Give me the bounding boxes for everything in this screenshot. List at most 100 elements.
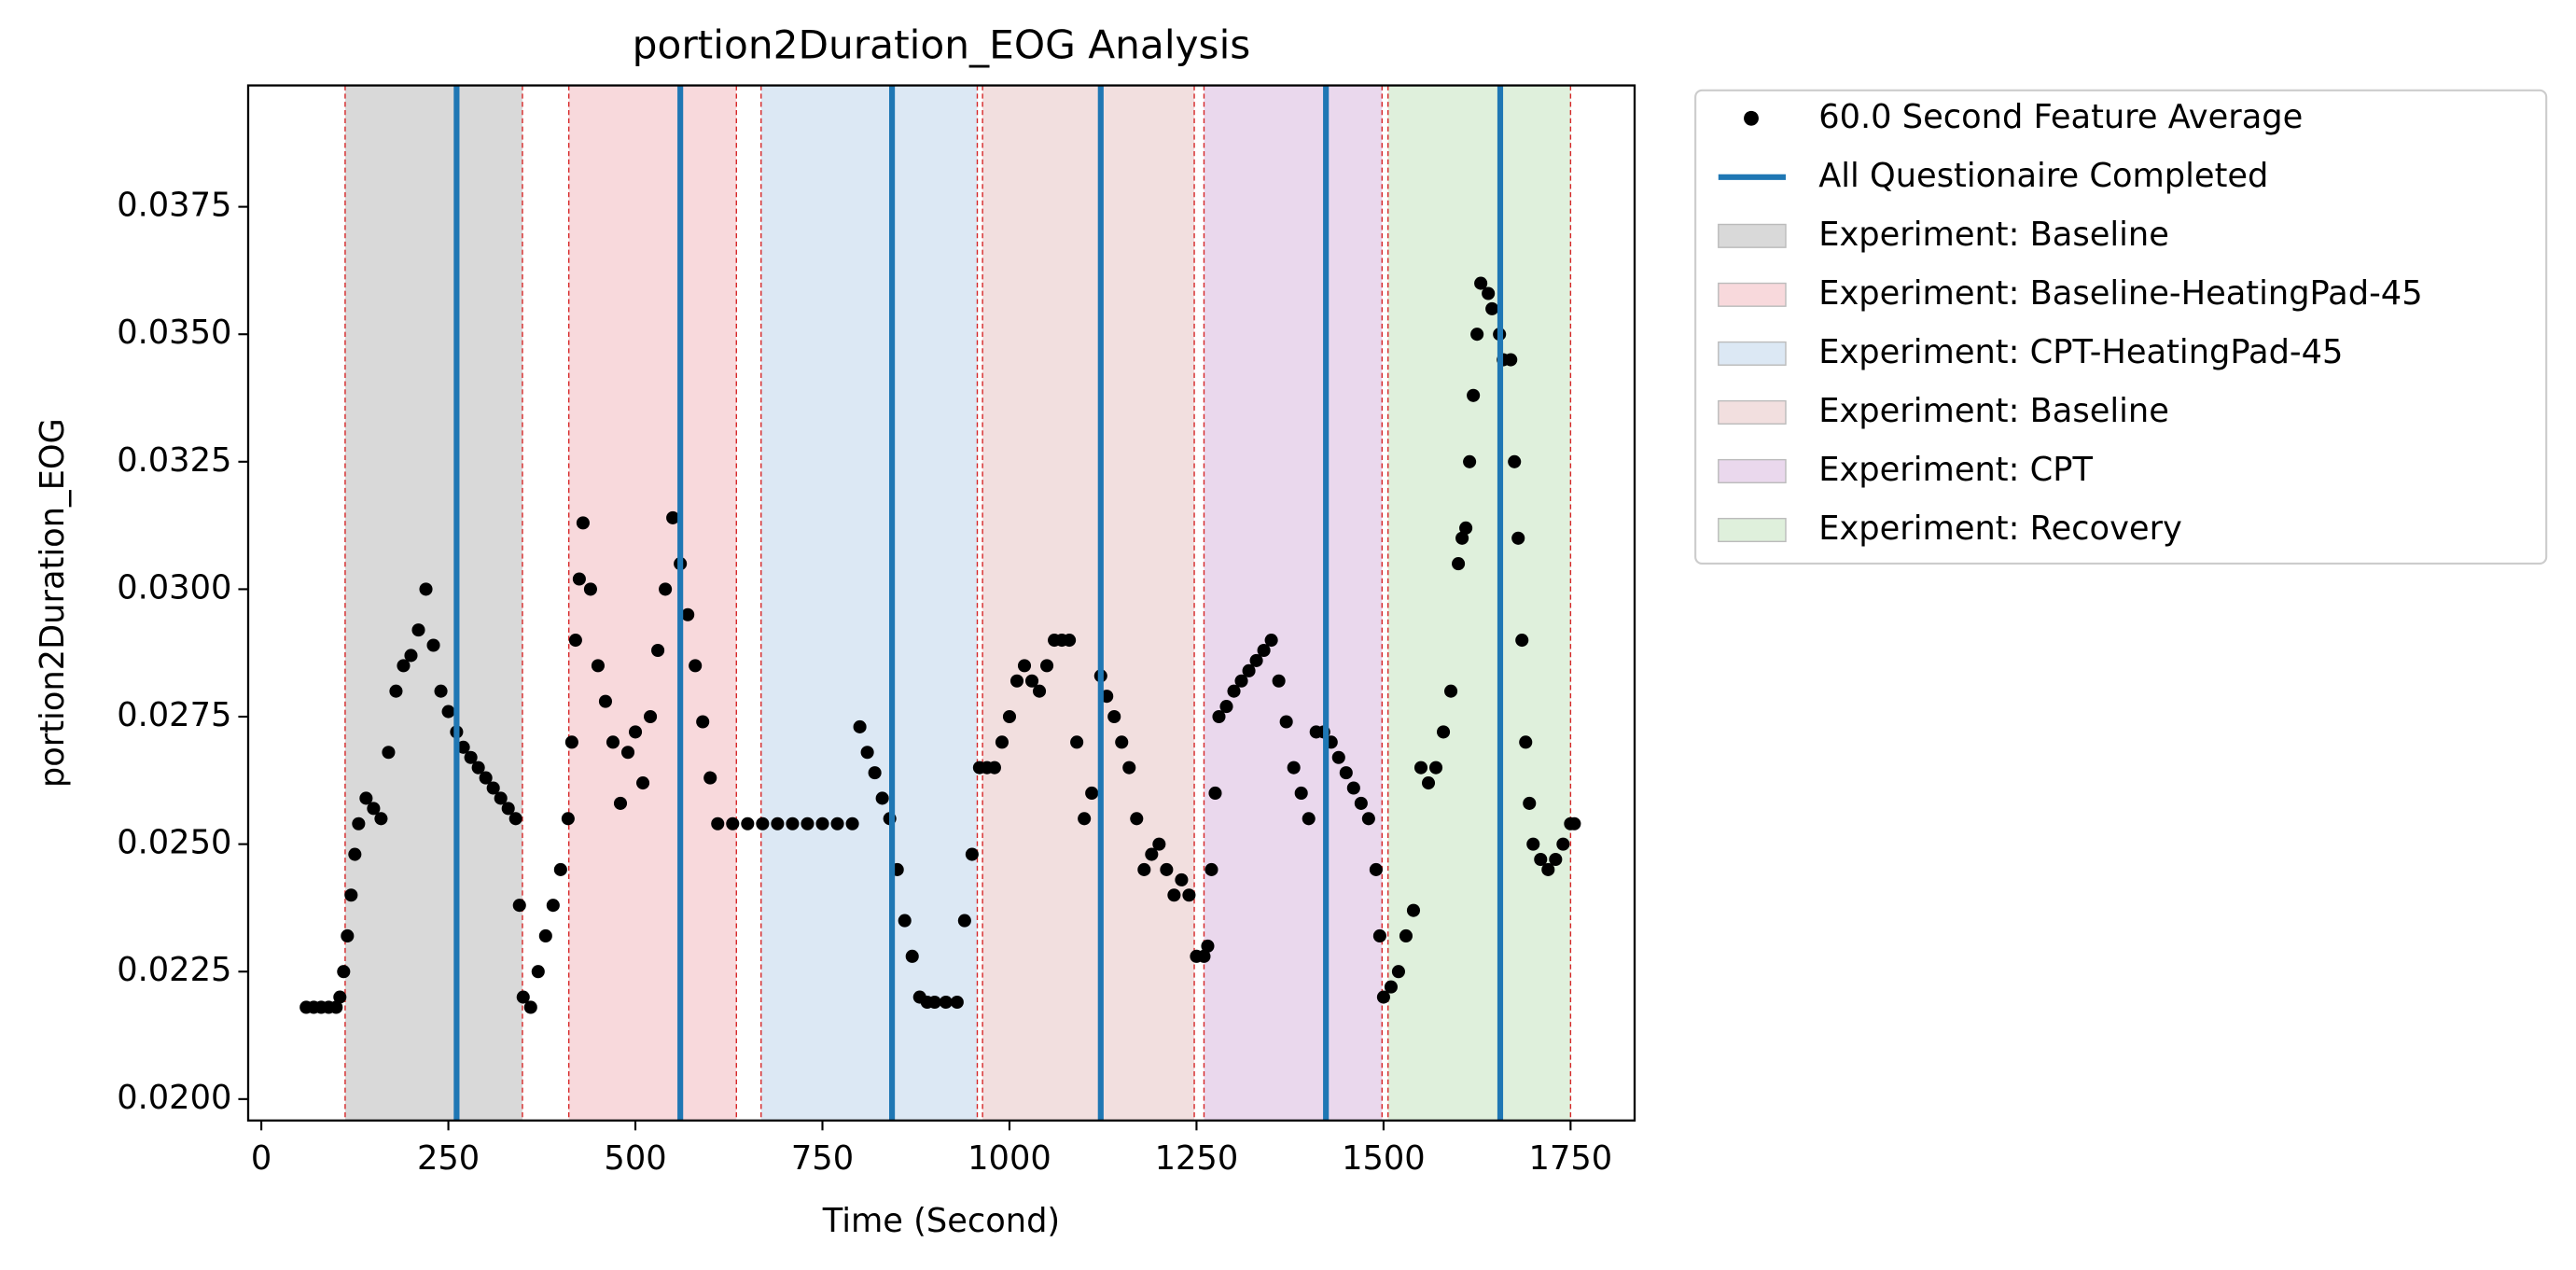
data-point — [382, 746, 396, 760]
region — [760, 85, 978, 1121]
data-point — [1523, 796, 1537, 810]
data-point — [1122, 761, 1136, 775]
data-point — [1302, 812, 1316, 826]
data-point — [1115, 735, 1129, 749]
data-point — [726, 816, 740, 830]
x-tick-label: 500 — [604, 1139, 666, 1178]
data-point — [644, 709, 658, 724]
data-point — [1264, 634, 1278, 648]
data-point — [905, 949, 919, 963]
data-point — [801, 816, 815, 830]
data-point — [1204, 862, 1218, 876]
data-point — [860, 746, 874, 760]
data-point — [696, 715, 710, 729]
legend-marker — [1718, 223, 1787, 248]
data-point — [689, 659, 703, 673]
data-point — [441, 705, 455, 719]
data-point — [464, 750, 478, 764]
data-point — [434, 684, 448, 698]
x-tick-label: 1250 — [1155, 1139, 1239, 1178]
data-point — [666, 510, 680, 524]
region — [344, 85, 522, 1121]
data-point — [1399, 928, 1413, 943]
data-point — [456, 740, 470, 754]
data-point — [1002, 709, 1017, 724]
data-point — [1085, 786, 1099, 801]
data-point — [1421, 776, 1436, 790]
data-point — [987, 761, 1001, 775]
legend-marker — [1718, 517, 1787, 543]
data-point — [1227, 684, 1241, 698]
legend-label: Experiment: CPT — [1818, 451, 2093, 489]
legend-marker — [1718, 458, 1787, 483]
data-point — [1208, 786, 1222, 801]
x-tick-label: 1500 — [1342, 1139, 1426, 1178]
data-point — [1354, 796, 1368, 810]
data-point — [1549, 852, 1563, 867]
data-point — [1511, 531, 1525, 545]
data-point — [501, 802, 515, 816]
x-tick-label: 1000 — [968, 1139, 1051, 1178]
data-point — [1032, 684, 1047, 698]
data-point — [538, 928, 552, 943]
data-point — [1346, 781, 1360, 795]
data-point — [1145, 847, 1159, 861]
data-point — [1219, 700, 1233, 714]
data-point — [348, 847, 362, 861]
data-point — [337, 965, 351, 979]
data-point — [374, 812, 388, 826]
legend-label: 60.0 Second Feature Average — [1818, 98, 2303, 136]
data-point — [898, 914, 912, 928]
data-point — [553, 862, 567, 876]
data-point — [1567, 816, 1581, 830]
data-point — [1287, 761, 1301, 775]
data-point — [1474, 276, 1488, 290]
data-point — [389, 684, 403, 698]
data-point — [576, 516, 590, 530]
data-point — [591, 659, 605, 673]
data-point — [341, 928, 355, 943]
data-point — [1339, 766, 1353, 780]
data-point — [397, 659, 411, 673]
data-point — [1017, 659, 1032, 673]
data-point — [1197, 949, 1211, 963]
data-point — [1279, 715, 1293, 729]
y-tick-label: 0.0200 — [117, 1079, 231, 1117]
data-point — [572, 572, 586, 586]
data-point — [1078, 812, 1092, 826]
data-point — [568, 634, 582, 648]
data-point — [1272, 674, 1286, 688]
legend-label: Experiment: Baseline-HeatingPad-45 — [1818, 274, 2422, 313]
data-point — [1485, 301, 1499, 315]
data-point — [1455, 531, 1469, 545]
data-point — [1160, 862, 1174, 876]
region — [568, 85, 737, 1121]
data-point — [1175, 872, 1189, 886]
data-point — [636, 776, 650, 790]
data-point — [1369, 862, 1383, 876]
data-point — [868, 766, 882, 780]
data-point — [1534, 852, 1548, 867]
data-point — [1428, 761, 1443, 775]
data-point — [1137, 862, 1151, 876]
legend-label: Experiment: Baseline — [1818, 216, 2169, 254]
data-point — [927, 995, 941, 1010]
data-point — [1063, 634, 1077, 648]
data-point — [329, 1000, 343, 1014]
data-point — [965, 847, 979, 861]
data-point — [1406, 903, 1421, 917]
data-point — [1384, 980, 1398, 994]
y-tick-label: 0.0250 — [117, 824, 231, 862]
data-point — [1361, 812, 1375, 826]
y-axis-label: portion2Duration_EOG — [34, 418, 72, 788]
data-point — [494, 791, 508, 805]
data-point — [1437, 725, 1451, 739]
x-axis-label: Time (Second) — [822, 1202, 1060, 1240]
data-point — [333, 990, 347, 1004]
legend-label: Experiment: Baseline — [1818, 392, 2169, 430]
data-point — [367, 802, 381, 816]
data-point — [1010, 674, 1024, 688]
data-point — [352, 816, 366, 830]
data-point — [651, 643, 665, 658]
data-point — [512, 899, 526, 913]
